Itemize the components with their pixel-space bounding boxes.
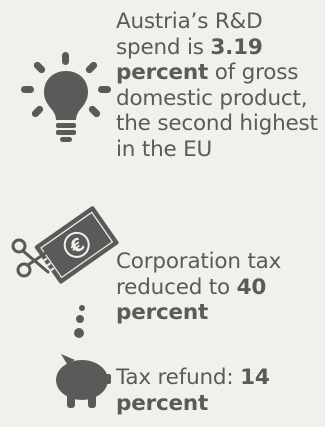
fact-corp-value: 40 percent [116, 274, 267, 326]
fact-rd-text-after: of gross domestic product, the second hi… [116, 60, 318, 162]
lightbulb-icon [21, 52, 111, 142]
fact-tax-refund: Tax refund: 14 percent [116, 365, 321, 416]
fact-rd-percent-value: 3.19 [210, 34, 263, 60]
fact-corporation-tax: Corporation tax reduced to 40 percent [116, 249, 321, 326]
fact-rd-text-before: Austria’s R&D spend is [116, 9, 263, 60]
piggy-bank-icon [56, 305, 111, 408]
fact-corp-text: Corporation tax reduced to [116, 249, 282, 300]
fact-refund-text: Tax refund: [116, 365, 241, 390]
fact-rd-percent-word: percent [116, 60, 209, 86]
euro-banknote-scissors-icon: € [11, 206, 119, 284]
fact-refund-value: 14 percent [116, 365, 270, 416]
fact-rd-spend: Austria’s R&D spend is 3.19 percent of g… [116, 9, 321, 162]
